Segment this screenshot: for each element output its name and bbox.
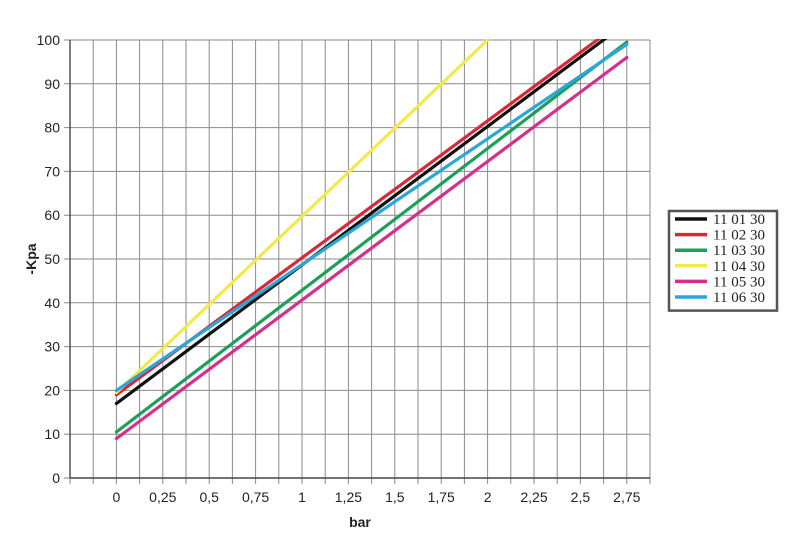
x-tick-label: 0,5: [199, 489, 219, 505]
y-tick-label: 0: [52, 470, 60, 486]
series-line: [114, 39, 608, 406]
series-layer: [114, 39, 629, 441]
legend-label: 11 04 30: [713, 259, 765, 275]
y-tick-label: 80: [44, 120, 60, 136]
x-tick-label: 0,25: [149, 489, 176, 505]
series-line: [114, 42, 629, 392]
x-tick-label: 2: [484, 489, 492, 505]
x-tick-label: 1: [298, 489, 306, 505]
y-axis-title: -Kpa: [23, 243, 39, 274]
x-axis-title: bar: [349, 514, 371, 530]
series-line: [114, 39, 490, 395]
x-tick-label: 0,75: [242, 489, 269, 505]
legend-label: 11 06 30: [713, 290, 765, 306]
legend-label: 11 01 30: [713, 212, 765, 228]
y-tick-label: 40: [44, 295, 60, 311]
x-tick-label: 2,25: [520, 489, 547, 505]
x-tick-label: 0: [113, 489, 121, 505]
tick-labels: 0 10 20 30 40 50 60 70 80 90 100 0 0,25 0,5 0,75 1 1,25 1…: [37, 32, 641, 505]
legend-label: 11 03 30: [713, 243, 765, 259]
x-tick-label: 2,5: [571, 489, 591, 505]
x-tick-label: 1,75: [428, 489, 455, 505]
y-tick-label: 10: [44, 426, 60, 442]
x-tick-label: 1,25: [335, 489, 362, 505]
y-tick-label: 50: [44, 251, 60, 267]
y-tick-label: 100: [37, 32, 61, 48]
y-tick-label: 90: [44, 76, 60, 92]
axes: [69, 40, 650, 479]
y-tick-label: 70: [44, 163, 60, 179]
x-tick-label: 2,75: [613, 489, 640, 505]
series-line: [114, 40, 629, 434]
legend-box: [667, 209, 779, 312]
y-tick-label: 30: [44, 339, 60, 355]
legend-label: 11 05 30: [713, 274, 765, 290]
y-tick-label: 20: [44, 382, 60, 398]
series-line: [114, 55, 629, 441]
legend-label: 11 02 30: [713, 228, 765, 244]
x-tick-label: 1,5: [385, 489, 405, 505]
y-tick-label: 60: [44, 207, 60, 223]
